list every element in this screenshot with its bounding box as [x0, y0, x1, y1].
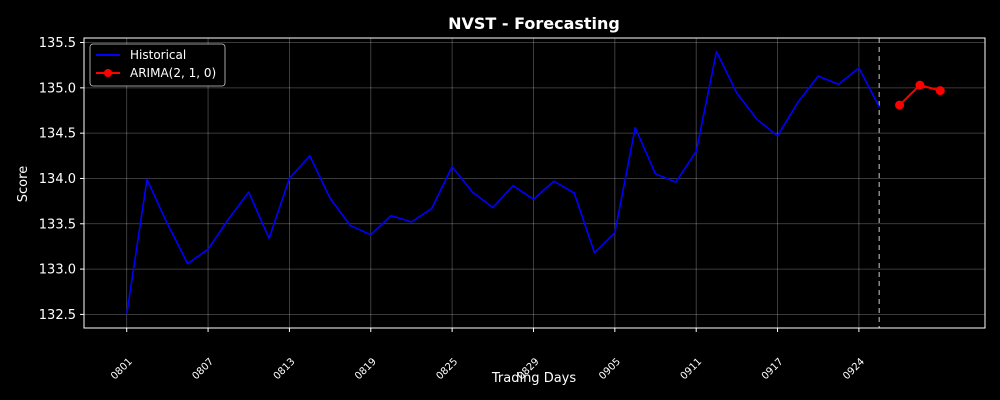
y-axis-label: Score — [16, 166, 31, 202]
forecast-point — [935, 86, 945, 96]
legend-historical-label: Historical — [130, 48, 186, 62]
y-tick-label: 133.5 — [39, 217, 76, 232]
y-tick-label: 133.0 — [39, 263, 76, 278]
legend-arima-marker — [104, 69, 112, 77]
y-axis-ticks: 132.5 133.0 133.5 134.0 134.5 135.0 135.5 — [39, 36, 84, 323]
y-tick-label: 134.5 — [39, 127, 76, 142]
legend: Historical ARIMA(2, 1, 0) — [89, 43, 226, 87]
historical-line — [125, 50, 880, 315]
series-lines — [125, 50, 945, 315]
y-tick-label: 135.5 — [39, 36, 76, 51]
legend-box — [89, 43, 226, 87]
y-tick-label: 135.0 — [39, 81, 76, 96]
forecast-point — [915, 80, 925, 90]
plot-area-frame — [83, 37, 986, 329]
forecast-point — [895, 100, 905, 110]
chart-title: NVST - Forecasting — [448, 14, 620, 33]
x-axis-label: Trading Days — [491, 371, 576, 386]
y-tick-label: 132.5 — [39, 308, 76, 323]
y-tick-label: 134.0 — [39, 172, 76, 187]
legend-arima-label: ARIMA(2, 1, 0) — [130, 66, 216, 80]
